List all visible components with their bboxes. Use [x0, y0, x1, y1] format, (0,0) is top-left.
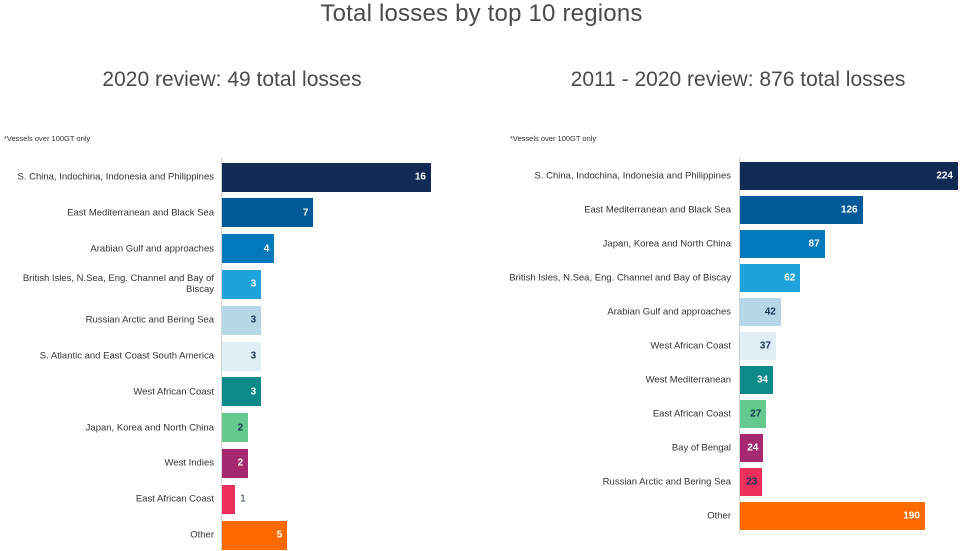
category-label: S. China, Indochina, Indonesia and Phili…: [17, 171, 214, 183]
category-label: Japan, Korea and North China: [85, 422, 214, 434]
value-label: 2: [237, 422, 244, 434]
category-label: S. China, Indochina, Indonesia and Phili…: [534, 170, 731, 182]
bar: [740, 400, 767, 428]
category-label: West African Coast: [133, 386, 214, 398]
category-label: British Isles, N.Sea, Eng. Channel and B…: [509, 272, 731, 284]
bar: [740, 298, 781, 326]
value-label: 23: [746, 476, 758, 488]
value-label: 5: [276, 529, 283, 541]
bar: [222, 448, 249, 478]
category-label: Arabian Gulf and approaches: [90, 243, 214, 255]
value-label: 126: [840, 204, 858, 216]
bar: [222, 484, 236, 514]
bar: [222, 162, 431, 192]
value-label: 190: [903, 510, 920, 522]
value-label: 7: [302, 207, 309, 219]
footnote: *Vessels over 100GT only: [4, 134, 91, 143]
bar: [740, 366, 774, 394]
category-label: East African Coast: [135, 493, 214, 505]
category-label: Other: [707, 510, 731, 522]
footnote: *Vessels over 100GT only: [510, 134, 597, 143]
bar: [222, 341, 262, 371]
chart-title: 2011 - 2020 review: 876 total losses: [570, 68, 906, 91]
bar: [222, 413, 249, 443]
bar: [740, 468, 763, 496]
main-title: Total losses by top 10 regions: [320, 0, 643, 27]
value-label: 34: [756, 374, 769, 386]
category-label: Arabian Gulf and approaches: [607, 306, 731, 318]
category-label: West African Coast: [650, 340, 731, 352]
value-label: 42: [764, 306, 776, 318]
category-label: Japan, Korea and North China: [602, 238, 731, 250]
value-label: 3: [250, 350, 257, 362]
bar: [740, 196, 863, 224]
category-label: Other: [190, 529, 214, 541]
bar: [222, 377, 262, 407]
category-label: East Mediterranean and Black Sea: [584, 204, 731, 216]
bar: [740, 162, 958, 190]
category-label: Bay of Bengal: [671, 442, 731, 454]
bar: [222, 305, 262, 335]
category-label: Russian Arctic and Bering Sea: [602, 476, 731, 488]
value-label: 16: [414, 171, 426, 183]
value-label: 3: [250, 278, 257, 290]
value-label: 2: [237, 457, 244, 469]
category-label: West Indies: [164, 457, 214, 469]
category-label: East Mediterranean and Black Sea: [67, 207, 214, 219]
chart-title: 2020 review: 49 total losses: [102, 68, 362, 91]
category-label: Russian Arctic and Bering Sea: [85, 314, 214, 326]
y-axis-line: [221, 157, 222, 551]
value-label: 24: [747, 442, 759, 454]
y-axis-line: [739, 157, 740, 534]
bar: [740, 332, 776, 360]
bar: [740, 502, 925, 530]
value-label: 4: [263, 243, 270, 255]
bar: [222, 269, 262, 299]
value-label: 1: [240, 493, 246, 505]
bar: [740, 230, 825, 258]
category-label: East African Coast: [652, 408, 731, 420]
value-label: 62: [784, 272, 796, 284]
value-label: 3: [250, 386, 257, 398]
bar: [222, 198, 314, 228]
category-label: British Isles, N.Sea, Eng. Channel and B…: [22, 273, 214, 296]
value-label: 3: [250, 314, 257, 326]
value-label: 27: [750, 408, 762, 420]
bar: [740, 264, 801, 292]
value-label: 87: [808, 238, 820, 250]
value-label: 37: [759, 340, 771, 352]
category-label: West Mediterranean: [645, 374, 731, 386]
value-label: 224: [936, 170, 953, 182]
bar: [222, 520, 288, 550]
bar: [740, 434, 764, 462]
category-label: S. Atlantic and East Coast South America: [39, 350, 214, 362]
bar: [222, 234, 275, 264]
